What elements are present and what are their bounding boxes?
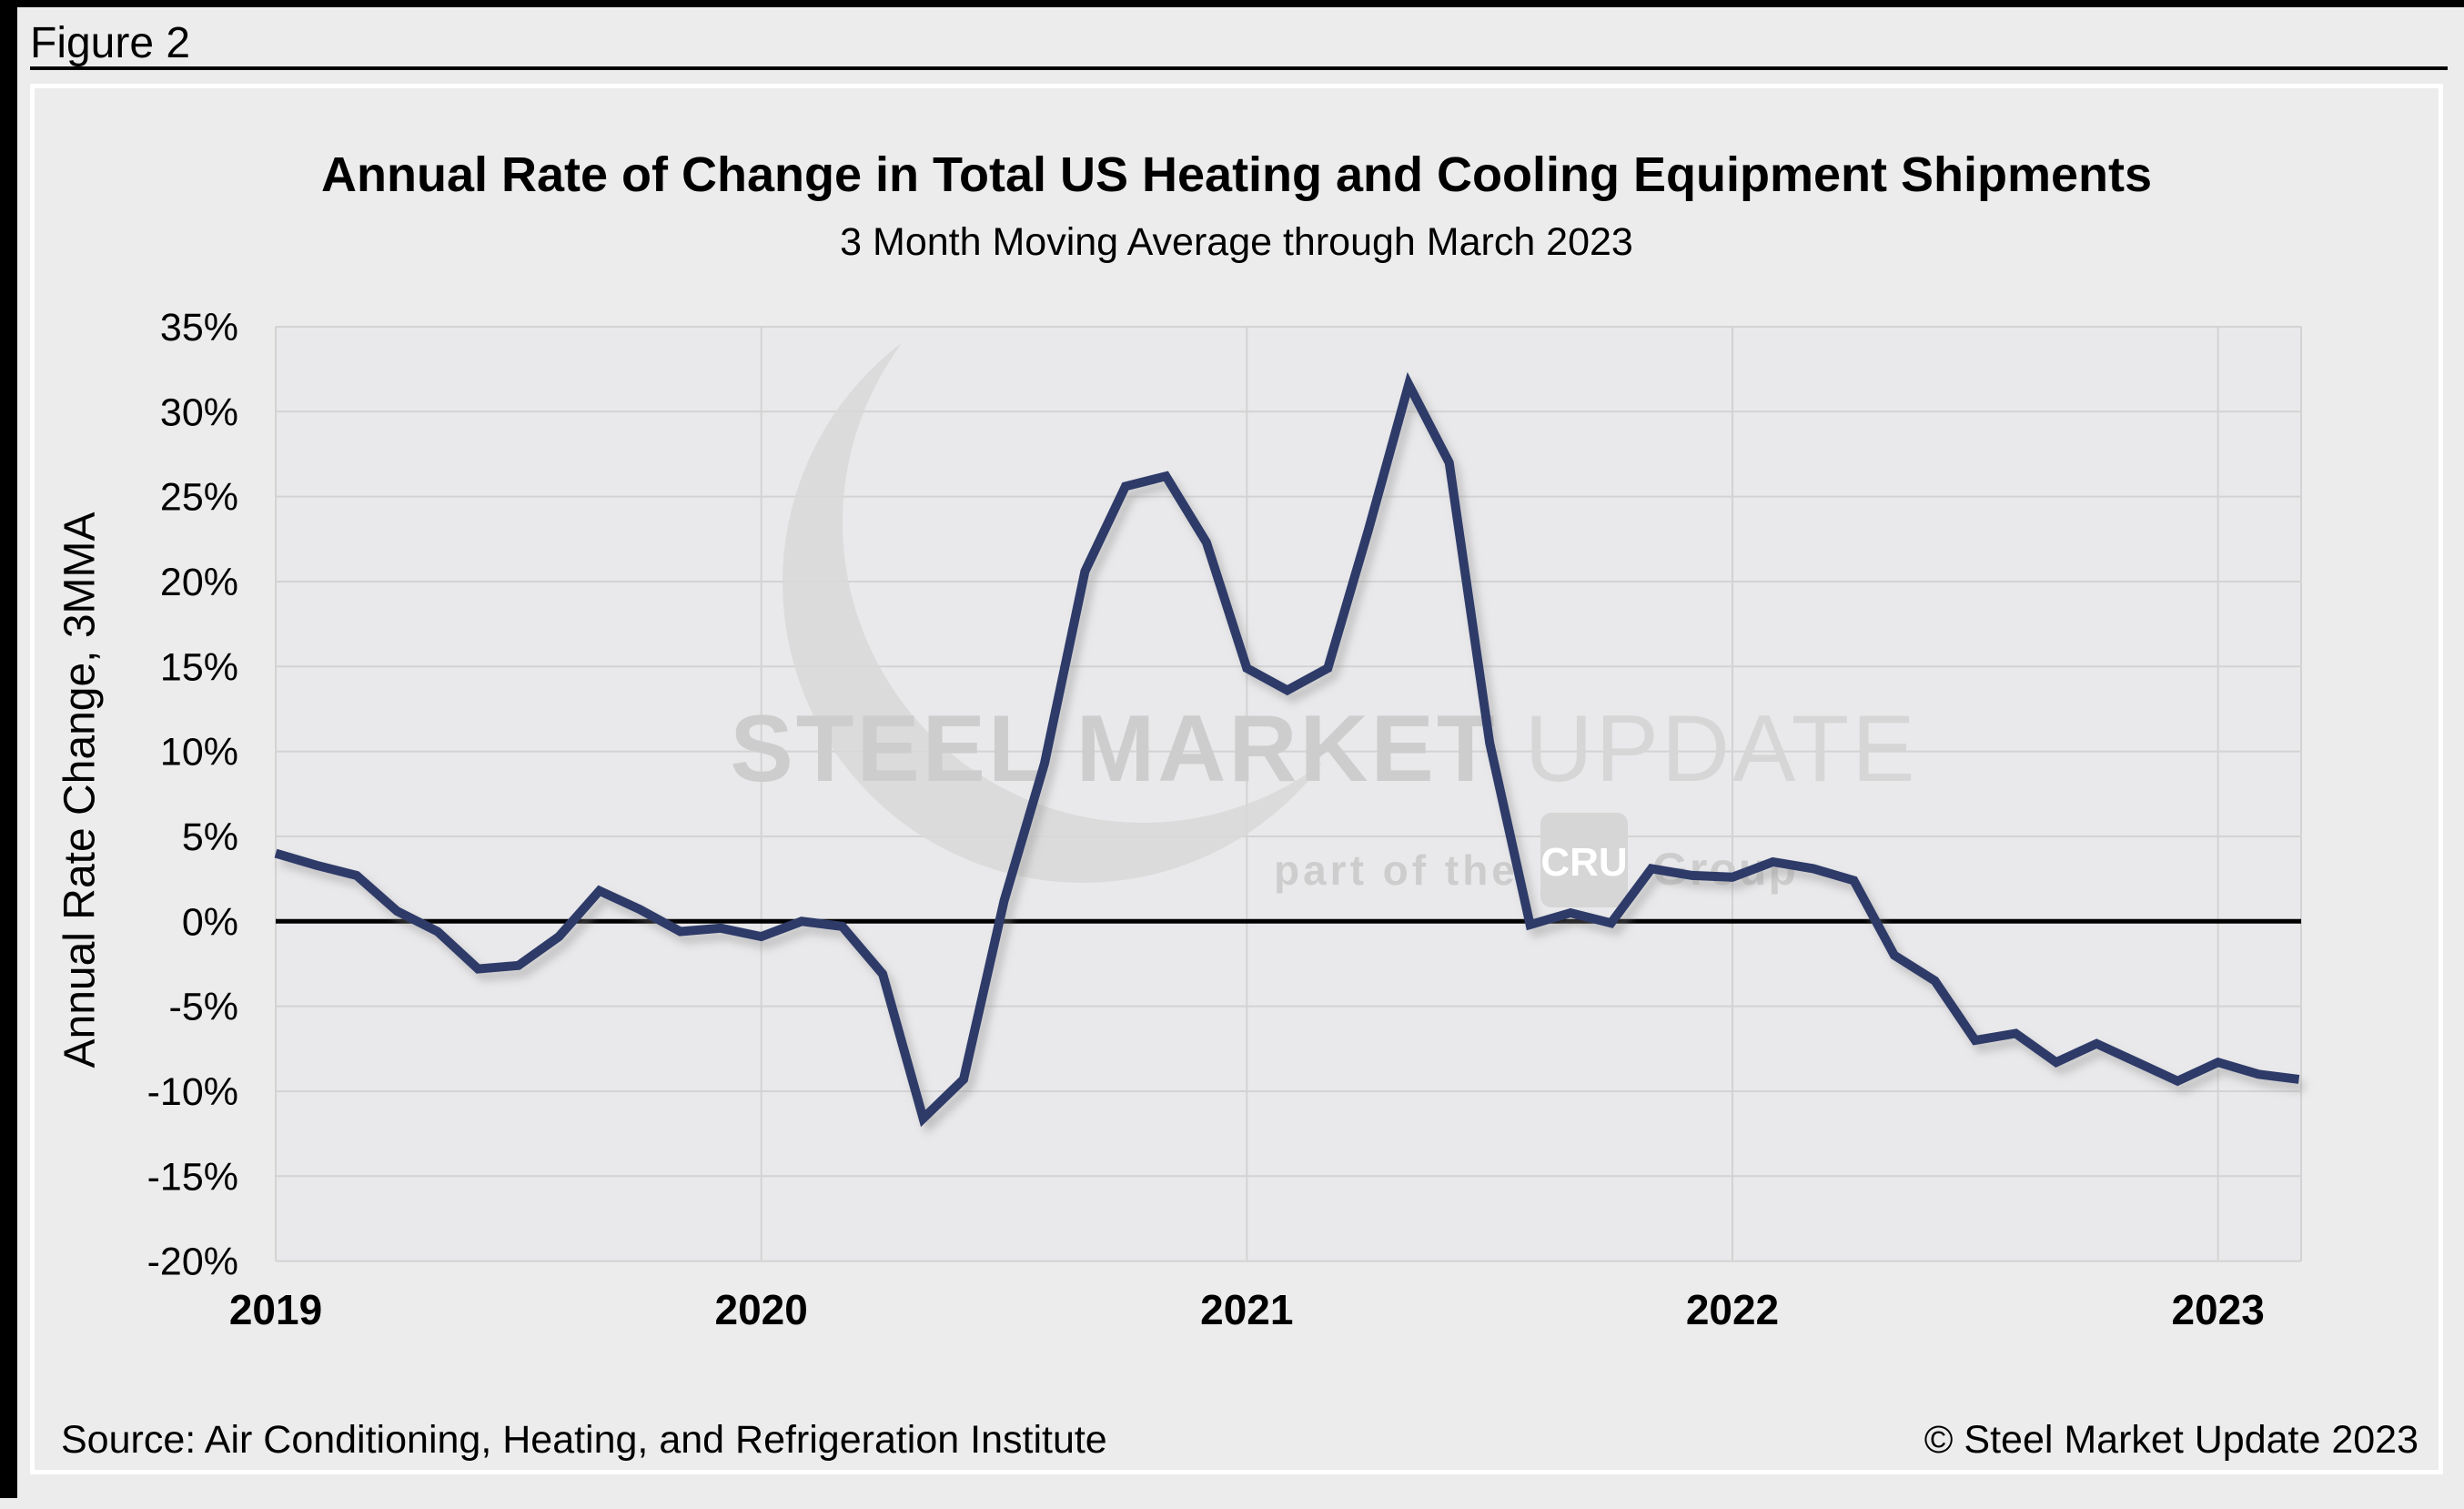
y-tick-labels: 35% 30% 25% 20% 15% 10% 5% 0% -5% -10% -15% -20% xyxy=(147,306,238,1284)
watermark: STEEL MARKET UPDATE part of the CRU Group xyxy=(730,278,1917,907)
y-tick-label: 5% xyxy=(182,815,238,859)
y-tick-label: -10% xyxy=(147,1070,238,1114)
y-tick-label: 15% xyxy=(160,645,238,689)
x-tick-label: 2020 xyxy=(714,1286,807,1333)
x-tick-label: 2022 xyxy=(1686,1286,1779,1333)
figure-rule xyxy=(30,66,2448,70)
y-tick-label: 10% xyxy=(160,731,238,775)
copyright-text: © Steel Market Update 2023 xyxy=(1924,1418,2419,1462)
x-tick-label: 2019 xyxy=(229,1286,322,1333)
top-frame-bar xyxy=(0,0,2464,7)
series-line xyxy=(274,371,2300,1128)
y-tick-label: -15% xyxy=(147,1155,238,1199)
y-tick-label: 0% xyxy=(182,900,238,944)
chart-subtitle: 3 Month Moving Average through March 202… xyxy=(840,220,1633,264)
cru-badge xyxy=(1540,813,1628,907)
y-tick-label: 35% xyxy=(160,306,238,349)
watermark-tagline-text: part of the xyxy=(1274,846,1519,894)
cru-badge-label: CRU xyxy=(1540,840,1627,885)
y-tick-label: 25% xyxy=(160,476,238,520)
y-tick-label: -5% xyxy=(169,986,238,1029)
y-tick-label: -20% xyxy=(147,1241,238,1284)
y-tick-label: 20% xyxy=(160,561,238,604)
watermark-brand-light: UPDATE xyxy=(1524,696,1917,802)
left-frame-bar xyxy=(0,0,17,1498)
chart-title: Annual Rate of Change in Total US Heatin… xyxy=(320,147,2153,202)
figure-label: Figure 2 xyxy=(30,19,191,67)
x-tick-label: 2023 xyxy=(2171,1286,2264,1333)
chart-panel xyxy=(30,84,2443,1474)
x-tick-labels: 2019 2020 2021 2022 2023 xyxy=(229,1286,2265,1333)
source-text: Source: Air Conditioning, Heating, and R… xyxy=(61,1418,1107,1462)
watermark-brand-bold: STEEL MARKET xyxy=(730,696,1497,802)
y-tick-label: 30% xyxy=(160,390,238,434)
x-tick-label: 2021 xyxy=(1200,1286,1293,1333)
watermark-brand-text: STEEL MARKET UPDATE xyxy=(730,696,1917,802)
